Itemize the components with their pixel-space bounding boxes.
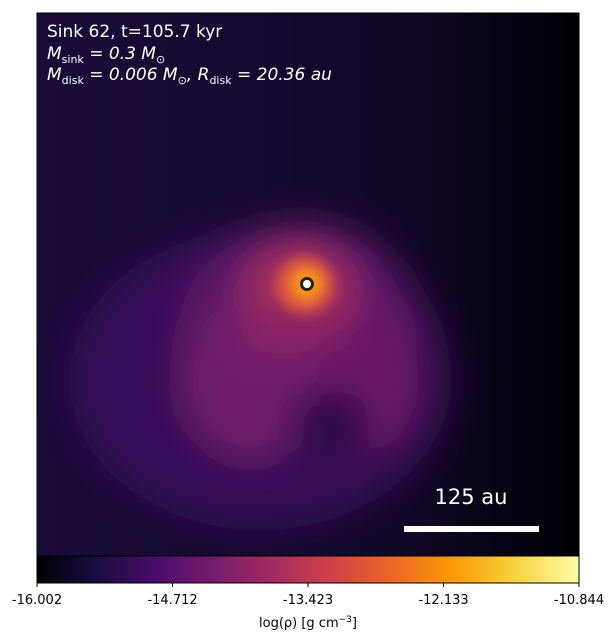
colorbar-ticks: -16.002 -14.712 -13.423 -12.133 -10.844 bbox=[12, 583, 604, 608]
density-map bbox=[37, 13, 579, 556]
colorbar-label: log(ρ) [g cm−3] bbox=[259, 615, 357, 631]
disk-props: Mdisk = 0.006 M⊙, Rdisk = 20.36 au bbox=[47, 65, 332, 87]
tick-label: -14.712 bbox=[147, 593, 197, 608]
scale-bar bbox=[404, 526, 539, 532]
tick-label: -16.002 bbox=[12, 593, 62, 608]
colorbar bbox=[36, 555, 580, 584]
title: Sink 62, t=105.7 kyr bbox=[47, 22, 222, 42]
scale-label: 125 au bbox=[435, 485, 508, 509]
tick-label: -12.133 bbox=[418, 593, 468, 608]
tick-label: -13.423 bbox=[283, 593, 333, 608]
tick-label: -10.844 bbox=[554, 593, 604, 608]
sink-marker bbox=[300, 277, 314, 291]
sink-mass: Msink = 0.3 M⊙ bbox=[47, 44, 165, 66]
